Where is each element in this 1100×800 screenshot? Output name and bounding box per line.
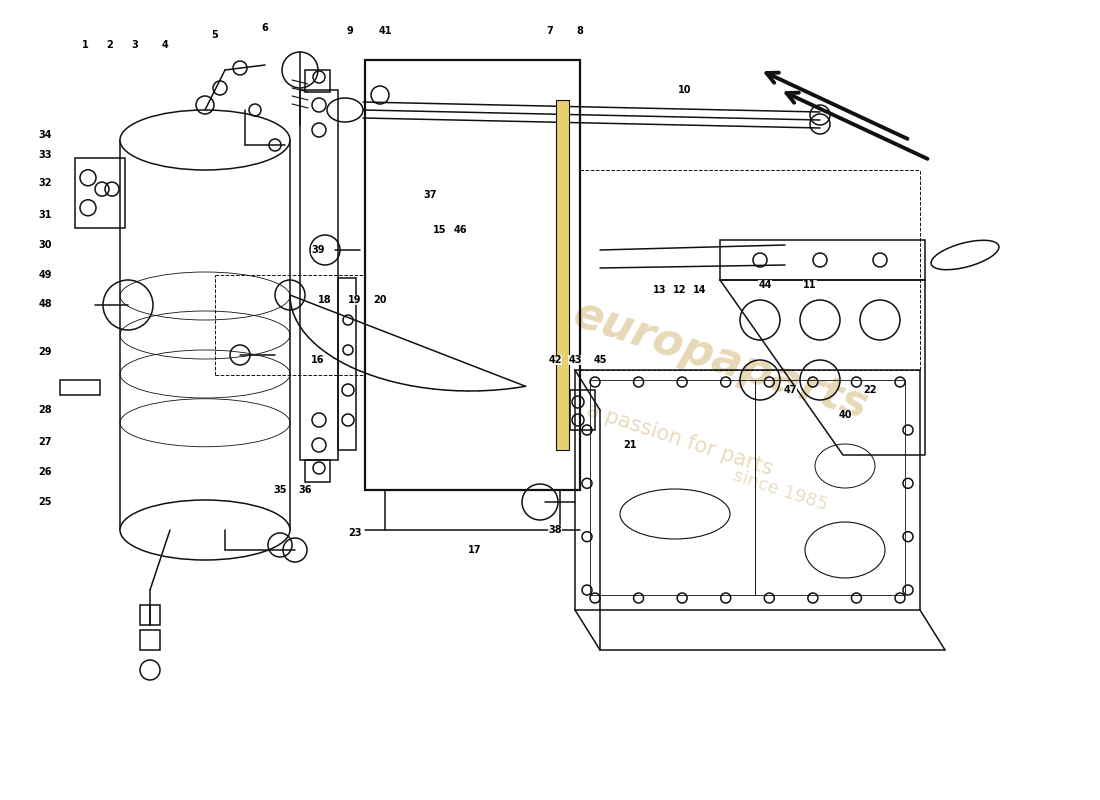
Text: 2: 2 (107, 40, 113, 50)
Bar (305, 460, 330, 482)
Bar (720, 240, 925, 280)
Ellipse shape (120, 110, 290, 170)
Text: 44: 44 (758, 280, 772, 290)
Text: 30: 30 (39, 240, 52, 250)
Text: 13: 13 (653, 285, 667, 295)
Text: 48: 48 (39, 299, 52, 309)
Bar (300, 90, 338, 460)
Text: 41: 41 (378, 26, 392, 36)
Text: 36: 36 (298, 485, 311, 495)
Text: 42: 42 (548, 355, 562, 365)
Bar (556, 100, 569, 450)
Text: 10: 10 (679, 85, 692, 95)
Text: 16: 16 (311, 355, 324, 365)
Text: 26: 26 (39, 467, 52, 477)
Text: 47: 47 (783, 385, 796, 395)
Ellipse shape (327, 98, 363, 122)
Text: 38: 38 (548, 525, 562, 535)
Text: 23: 23 (349, 528, 362, 538)
Bar (365, 60, 580, 490)
Bar (590, 380, 905, 595)
Text: 4: 4 (162, 40, 168, 50)
Bar (338, 278, 356, 450)
Text: 45: 45 (593, 355, 607, 365)
Text: 19: 19 (349, 295, 362, 305)
Text: 46: 46 (453, 225, 466, 235)
Text: 14: 14 (693, 285, 706, 295)
Text: 40: 40 (838, 410, 851, 420)
Text: europaparts: europaparts (566, 292, 873, 428)
Text: 11: 11 (803, 280, 816, 290)
Text: 27: 27 (39, 437, 52, 447)
Text: 1: 1 (81, 40, 88, 50)
Text: 39: 39 (311, 245, 324, 255)
Text: since 1985: since 1985 (730, 466, 829, 514)
Bar (140, 630, 159, 650)
Text: 32: 32 (39, 178, 52, 188)
Text: 33: 33 (39, 150, 52, 160)
Text: 25: 25 (39, 497, 52, 507)
Text: 22: 22 (864, 385, 877, 395)
Text: a passion for parts: a passion for parts (584, 401, 776, 479)
Bar (75, 158, 125, 228)
Text: 8: 8 (576, 26, 583, 36)
Text: 7: 7 (547, 26, 553, 36)
Text: 43: 43 (569, 355, 582, 365)
Text: 18: 18 (318, 295, 332, 305)
Text: 31: 31 (39, 210, 52, 220)
Text: 37: 37 (424, 190, 437, 200)
Bar (60, 380, 100, 395)
Bar (305, 70, 330, 92)
Ellipse shape (120, 500, 290, 560)
Text: 3: 3 (132, 40, 139, 50)
Text: 34: 34 (39, 130, 52, 140)
Text: 12: 12 (673, 285, 686, 295)
Bar (140, 605, 159, 625)
Text: 49: 49 (39, 270, 52, 280)
Text: 29: 29 (39, 347, 52, 357)
Text: 5: 5 (211, 30, 219, 40)
Text: 20: 20 (373, 295, 387, 305)
Text: 6: 6 (262, 23, 268, 33)
Text: 35: 35 (273, 485, 287, 495)
Text: 21: 21 (624, 440, 637, 450)
Text: 28: 28 (39, 405, 52, 415)
Text: 17: 17 (469, 545, 482, 555)
Bar (570, 390, 595, 430)
Bar (575, 370, 920, 610)
Text: 15: 15 (433, 225, 447, 235)
Text: 9: 9 (346, 26, 353, 36)
